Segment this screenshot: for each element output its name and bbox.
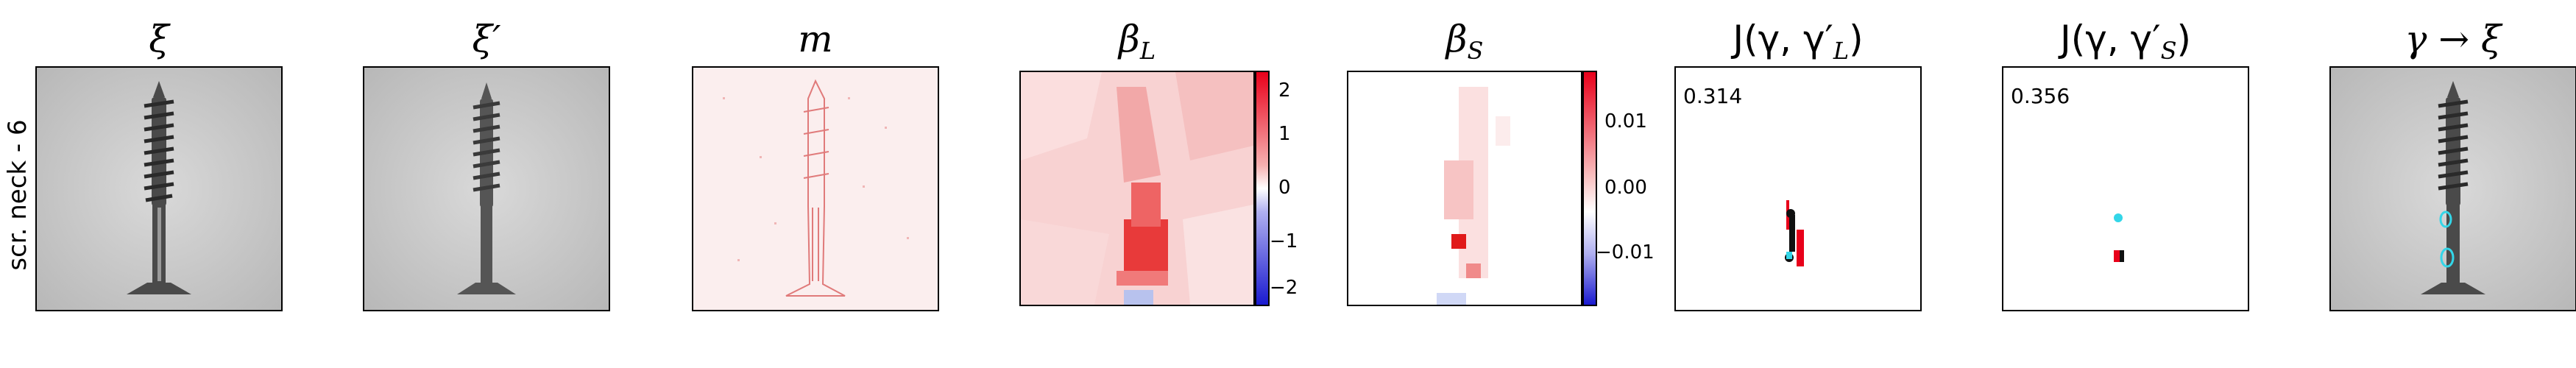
gamma-to-xi-panel: [2329, 66, 2576, 311]
beta-s-tick-label: 0.00: [1604, 177, 1647, 199]
beta-l-tick-label: −1: [1270, 230, 1298, 252]
title-xi: ξ: [149, 18, 169, 60]
title-jaccard-l: J(γ, γ′L): [1733, 18, 1864, 65]
beta-l-tick-label: 2: [1278, 79, 1291, 102]
jaccard-l-score: 0.314: [1683, 84, 1743, 108]
image-xi-panel: [35, 66, 283, 311]
beta-l-tick-label: 0: [1278, 177, 1291, 199]
row-label: scr. neck - 6: [3, 99, 32, 291]
row-label-text: scr. neck - 6: [3, 119, 32, 271]
mask-m-panel: [692, 66, 939, 311]
jaccard-l-panel: 0.314: [1674, 66, 1922, 311]
beta-l-tick-label: −2: [1270, 277, 1298, 299]
screw-image-xi-prime: [364, 68, 609, 310]
title-jaccard-s: J(γ, γ′S): [2059, 18, 2191, 65]
beta-s-panel: [1347, 71, 1582, 306]
title-gamma-to-xi: γ → ξ: [2405, 18, 2502, 60]
jaccard-s-panel: 0.356: [2002, 66, 2249, 311]
title-beta-s: βS: [1446, 18, 1484, 65]
beta-s-tick-label: 0.01: [1604, 110, 1647, 132]
mask-image: [693, 68, 938, 310]
beta-s-tick-label: −0.01: [1596, 241, 1655, 263]
title-xi-prime: ξ′: [472, 18, 501, 60]
title-beta-l: βL: [1118, 18, 1156, 65]
image-xi-prime-panel: [363, 66, 610, 311]
beta-s-heatmap: [1348, 72, 1581, 305]
jaccard-s-score: 0.356: [2011, 84, 2070, 108]
beta-l-tick-label: 1: [1278, 123, 1291, 145]
beta-l-panel: [1019, 71, 1255, 306]
beta-l-colorbar: [1255, 71, 1270, 306]
screw-image-xi: [37, 68, 281, 310]
beta-l-heatmap: [1021, 72, 1253, 305]
title-m: m: [798, 18, 833, 60]
screw-image-with-overlay: [2331, 68, 2575, 310]
jaccard-s-overlay: [2114, 213, 2124, 262]
beta-s-colorbar: [1582, 71, 1597, 306]
jaccard-l-overlay: [1785, 200, 1804, 266]
